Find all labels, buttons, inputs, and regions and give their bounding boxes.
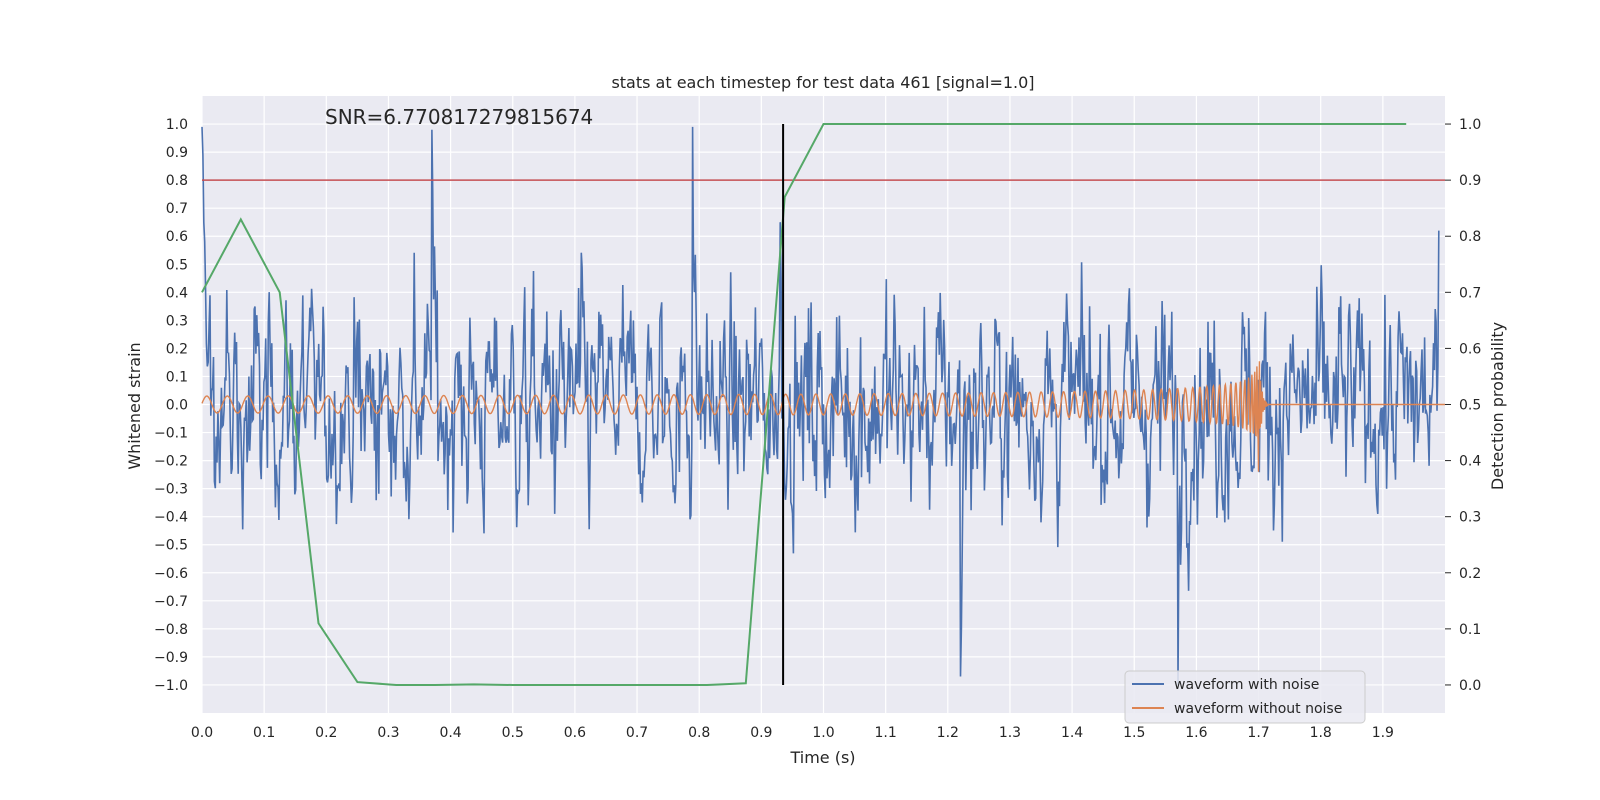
- y-axis-label: Whitened strain: [125, 342, 144, 469]
- x-tick-label: 1.9: [1372, 725, 1394, 741]
- x-tick-label: 0.0: [191, 725, 213, 741]
- legend-box: [1124, 670, 1366, 724]
- x-axis: 0.0 0.1 0.2 0.3 0.4 0.5 0.6 0.7 0.8 0.9 1.0 1.1 1.2 1…: [191, 725, 1394, 741]
- y2-tick-label: 1.0: [1459, 117, 1481, 133]
- y2-tick-label: 0.0: [1459, 678, 1481, 694]
- y2-axis-label: Detection probability: [1488, 322, 1507, 490]
- x-tick-label: 0.4: [439, 725, 461, 741]
- y-tick-label: 0.7: [166, 201, 188, 217]
- legend-label-clean: waveform without noise: [1174, 701, 1342, 717]
- clean-waveform-line: [201, 361, 1445, 472]
- x-tick-label: 0.8: [688, 725, 710, 741]
- x-tick-label: 1.5: [1123, 725, 1145, 741]
- y-tick-label: −0.4: [154, 510, 188, 526]
- legend: waveform with noise waveform without noi…: [1124, 670, 1366, 724]
- y-tick-label: −0.8: [154, 622, 188, 638]
- y-tick-label: 0.4: [166, 285, 188, 301]
- x-tick-label: 0.9: [750, 725, 772, 741]
- y2-tick-label: 0.5: [1459, 398, 1481, 414]
- y-tick-label: −0.2: [154, 454, 188, 470]
- y2-tick-label: 0.2: [1459, 566, 1481, 582]
- legend-label-noisy: waveform with noise: [1174, 677, 1319, 693]
- y-tick-label: 0.1: [166, 369, 188, 385]
- x-tick-label: 1.2: [937, 725, 959, 741]
- x-tick-label: 1.8: [1310, 725, 1332, 741]
- y2-tick-label: 0.8: [1459, 229, 1481, 245]
- y2-tick-label: 0.1: [1459, 622, 1481, 638]
- y-tick-label: 0.6: [166, 229, 188, 245]
- x-tick-label: 1.3: [999, 725, 1021, 741]
- x-axis-label: Time (s): [789, 748, 855, 767]
- y2-tick-label: 0.9: [1459, 173, 1481, 189]
- noisy-waveform-line: [201, 126, 1440, 686]
- y-tick-label: 0.2: [166, 341, 188, 357]
- y-axis-left: 1.0 0.9 0.8 0.7 0.6 0.5 0.4 0.3 0.2 0.1 0.0 −0.1 −0.…: [154, 117, 188, 694]
- chart-title: stats at each timestep for test data 461…: [611, 73, 1034, 92]
- y-tick-label: 0.5: [166, 257, 188, 273]
- x-tick-label: 1.7: [1247, 725, 1269, 741]
- x-tick-label: 1.6: [1185, 725, 1207, 741]
- x-tick-label: 1.0: [812, 725, 834, 741]
- grid: [201, 96, 1445, 713]
- detection-probability-line: [201, 123, 1407, 686]
- y2-tick-label: 0.4: [1459, 454, 1481, 470]
- y2-tick-label: 0.3: [1459, 510, 1481, 526]
- x-tick-label: 0.5: [502, 725, 524, 741]
- y2-tick-label: 0.6: [1459, 341, 1481, 357]
- y-tick-label: −0.9: [154, 650, 188, 666]
- snr-annotation: SNR=6.770817279815674: [325, 105, 593, 129]
- x-tick-label: 1.4: [1061, 725, 1083, 741]
- y-tick-label: −1.0: [154, 678, 188, 694]
- y-tick-label: −0.1: [154, 426, 188, 442]
- y-tick-label: −0.7: [154, 594, 188, 610]
- y-tick-label: 1.0: [166, 117, 188, 133]
- y-tick-label: −0.3: [154, 482, 188, 498]
- y2-tick-label: 0.7: [1459, 285, 1481, 301]
- y-tick-label: 0.9: [166, 145, 188, 161]
- y-tick-label: 0.0: [166, 398, 188, 414]
- x-tick-label: 0.1: [253, 725, 275, 741]
- y-tick-label: 0.8: [166, 173, 188, 189]
- x-tick-label: 1.1: [875, 725, 897, 741]
- x-tick-label: 0.6: [564, 725, 586, 741]
- y-axis-right: 1.0 0.9 0.8 0.7 0.6 0.5 0.4 0.3 0.2 0.1 0.0: [1445, 117, 1481, 694]
- x-tick-label: 0.3: [377, 725, 399, 741]
- y-tick-label: 0.3: [166, 313, 188, 329]
- x-tick-label: 0.2: [315, 725, 337, 741]
- series-layer: [201, 123, 1445, 686]
- x-tick-label: 0.7: [626, 725, 648, 741]
- y-tick-label: −0.6: [154, 566, 188, 582]
- y-tick-label: −0.5: [154, 538, 188, 554]
